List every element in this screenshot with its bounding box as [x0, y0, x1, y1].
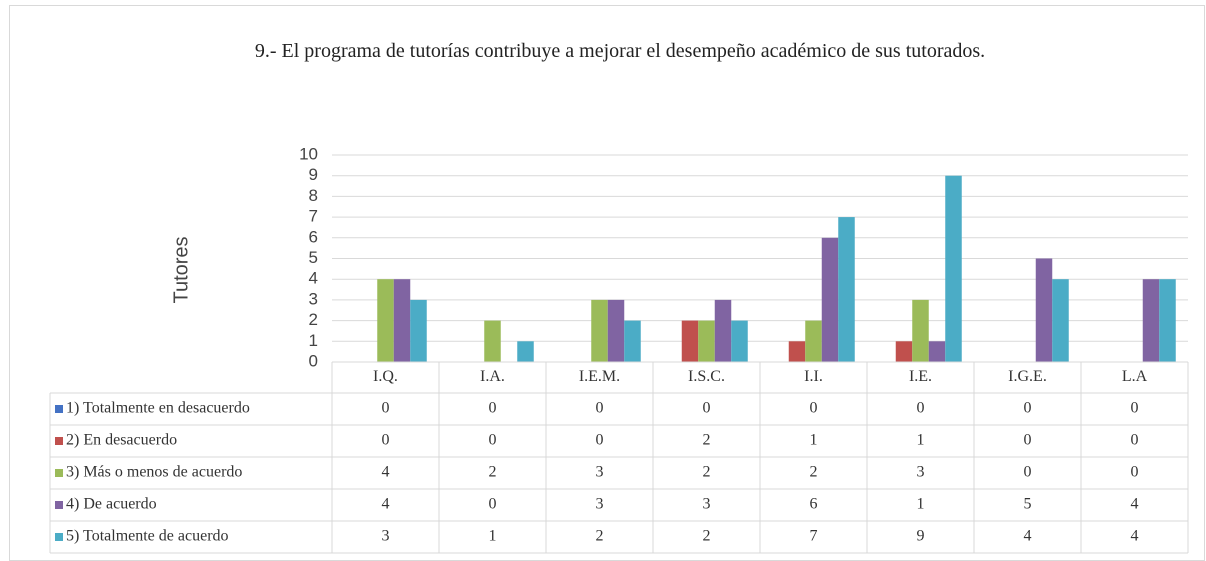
- y-tick-label: 0: [309, 351, 318, 370]
- table-value: 0: [596, 432, 604, 449]
- x-tick-label: I.E.: [909, 368, 932, 385]
- table-value: 0: [1131, 400, 1139, 417]
- x-tick-label: I.E.M.: [579, 368, 620, 385]
- table-value: 3: [703, 496, 711, 513]
- table-value: 1: [917, 496, 925, 513]
- chart-title: 9.- El programa de tutorías contribuye a…: [254, 40, 986, 62]
- y-tick-label: 2: [309, 310, 318, 329]
- bar: [945, 175, 962, 362]
- table-value: 9: [917, 528, 925, 545]
- bar: [805, 320, 822, 362]
- y-tick-label: 10: [299, 144, 318, 163]
- table-value: 0: [596, 400, 604, 417]
- legend-label: 1) Totalmente en desacuerdo: [66, 400, 250, 417]
- table-value: 6: [810, 496, 818, 513]
- bar: [517, 341, 534, 362]
- table-value: 2: [489, 464, 497, 481]
- table-value: 0: [382, 400, 390, 417]
- bar: [928, 341, 946, 362]
- y-tick-label: 8: [309, 186, 318, 205]
- table-value: 4: [382, 496, 390, 513]
- bar: [1035, 258, 1053, 362]
- table-value: 3: [596, 464, 604, 481]
- table-value: 0: [382, 432, 390, 449]
- legend-swatch: [55, 437, 63, 445]
- table-value: 2: [703, 528, 711, 545]
- table-value: 1: [810, 432, 818, 449]
- table-value: 2: [596, 528, 604, 545]
- legend-swatch: [55, 501, 63, 509]
- table-value: 0: [1024, 464, 1032, 481]
- x-tick-label: I.S.C.: [688, 368, 725, 385]
- y-tick-label: 7: [309, 207, 318, 226]
- table-value: 0: [489, 432, 497, 449]
- table-value: 1: [917, 432, 925, 449]
- x-tick-label: L.A: [1122, 368, 1148, 385]
- y-tick-label: 4: [309, 269, 318, 288]
- x-tick-label: I.I.: [804, 368, 823, 385]
- bar: [607, 299, 625, 362]
- table-value: 4: [382, 464, 390, 481]
- x-tick-label: I.A.: [480, 368, 505, 385]
- bar: [731, 320, 748, 362]
- legend-label: 3) Más o menos de acuerdo: [66, 464, 242, 481]
- table-value: 7: [810, 528, 818, 545]
- table-value: 0: [810, 400, 818, 417]
- legend-label: 5) Totalmente de acuerdo: [66, 528, 229, 545]
- x-tick-label: I.G.E.: [1008, 368, 1047, 385]
- table-value: 0: [1024, 432, 1032, 449]
- y-axis-label: Tutores: [170, 236, 192, 303]
- y-tick-label: 3: [309, 289, 318, 308]
- y-tick-label: 6: [309, 227, 318, 246]
- bar: [393, 279, 411, 362]
- table-value: 1: [489, 528, 497, 545]
- table-value: 2: [703, 464, 711, 481]
- table-value: 0: [1131, 464, 1139, 481]
- bar: [410, 299, 427, 362]
- table-value: 0: [489, 400, 497, 417]
- bar: [895, 341, 913, 362]
- bar: [681, 320, 699, 362]
- bar: [1159, 279, 1176, 362]
- bar: [912, 299, 929, 362]
- legend-swatch: [55, 405, 63, 413]
- bar: [377, 279, 394, 362]
- table-value: 3: [382, 528, 390, 545]
- table-value: 2: [810, 464, 818, 481]
- table-value: 4: [1131, 496, 1139, 513]
- table-value: 4: [1131, 528, 1139, 545]
- y-tick-label: 1: [309, 331, 318, 350]
- legend-label: 4) De acuerdo: [66, 496, 157, 513]
- legend-label: 2) En desacuerdo: [66, 432, 177, 449]
- table-value: 0: [917, 400, 925, 417]
- x-tick-label: I.Q.: [373, 368, 398, 385]
- table-value: 0: [1131, 432, 1139, 449]
- table-value: 4: [1024, 528, 1032, 545]
- bar: [838, 217, 855, 362]
- bar: [1052, 279, 1069, 362]
- table-value: 0: [489, 496, 497, 513]
- legend-swatch: [55, 469, 63, 477]
- bar: [714, 299, 732, 362]
- y-tick-label: 5: [309, 248, 318, 267]
- table-value: 3: [596, 496, 604, 513]
- table-value: 0: [1024, 400, 1032, 417]
- table-value: 5: [1024, 496, 1032, 513]
- bar: [788, 341, 806, 362]
- bar: [624, 320, 641, 362]
- table-value: 0: [703, 400, 711, 417]
- table-value: 2: [703, 432, 711, 449]
- table-value: 3: [917, 464, 925, 481]
- y-tick-label: 9: [309, 165, 318, 184]
- legend-swatch: [55, 533, 63, 541]
- bar: [484, 320, 501, 362]
- bar: [1142, 279, 1160, 362]
- bar: [591, 299, 608, 362]
- bar: [698, 320, 715, 362]
- bar: [821, 237, 839, 362]
